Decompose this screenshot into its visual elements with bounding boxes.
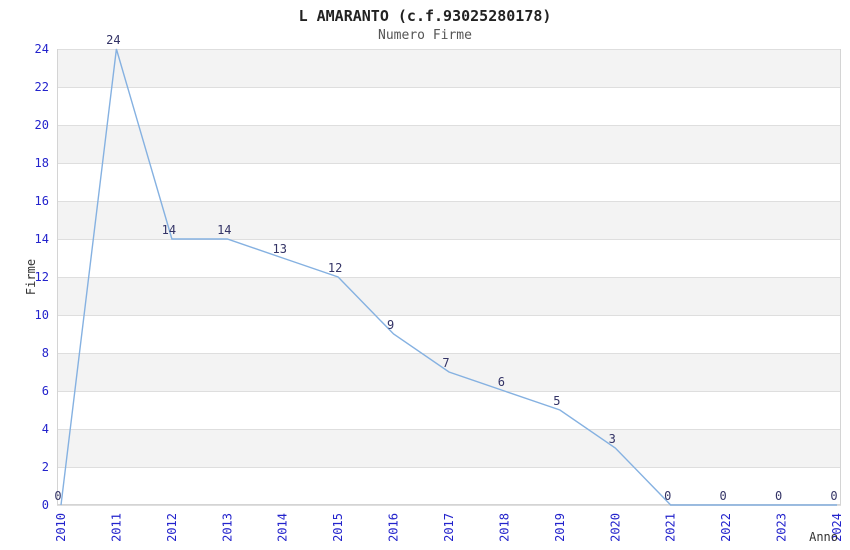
x-tick-label: 2022	[719, 513, 733, 542]
y-tick-label: 22	[35, 80, 49, 94]
x-tick-label: 2015	[331, 513, 345, 542]
data-line	[60, 48, 837, 506]
y-axis-title: Firme	[24, 258, 38, 296]
y-tick-label: 4	[42, 422, 49, 436]
x-tick-label: 2013	[220, 513, 234, 542]
y-tick-label: 18	[35, 156, 49, 170]
plot-band	[57, 277, 841, 315]
y-tick-label: 12	[35, 270, 49, 284]
data-series	[60, 48, 837, 506]
data-point-label: 7	[442, 356, 449, 370]
x-tick-label: 2012	[165, 513, 179, 542]
data-point-label: 0	[719, 489, 726, 503]
y-tick-label: 16	[35, 194, 49, 208]
x-tick-labels: 2010 2011 2012 2013 2014 2015 2016 2017 2018 2019…	[54, 513, 844, 542]
data-point-label: 9	[387, 318, 394, 332]
data-point-label: 14	[162, 223, 176, 237]
y-tick-label: 2	[42, 460, 49, 474]
data-point-label: 3	[609, 432, 616, 446]
y-tick-label: 8	[42, 346, 49, 360]
data-point-label: 14	[217, 223, 231, 237]
x-axis-title: Anno	[809, 530, 838, 544]
x-tick-label: 2018	[497, 513, 511, 542]
y-tick-label: 0	[42, 498, 49, 512]
x-tick-label: 2024	[830, 513, 844, 542]
x-tick-label: 2010	[54, 513, 68, 542]
y-tick-label: 6	[42, 384, 49, 398]
data-point-label: 0	[775, 489, 782, 503]
plot-bands	[57, 49, 841, 467]
x-tick-label: 2023	[775, 513, 789, 542]
x-tick-label: 2014	[276, 513, 290, 542]
data-point-label: 24	[106, 33, 120, 47]
x-tick-label: 2016	[387, 513, 401, 542]
y-tick-label: 14	[35, 232, 49, 246]
plot-band	[57, 49, 841, 87]
data-point-label: 0	[830, 489, 837, 503]
data-point-label: 0	[54, 489, 61, 503]
x-tick-label: 2011	[109, 513, 123, 542]
chart-subtitle: Numero Firme	[378, 28, 472, 43]
x-tick-label: 2019	[553, 513, 567, 542]
data-point-label: 0	[664, 489, 671, 503]
data-point-labels: 0 24 14 14 13 12 9 7 6 5 3 0 0 0 0	[54, 33, 837, 503]
plot-band	[57, 125, 841, 163]
x-tick-label: 2020	[608, 513, 622, 542]
y-tick-label: 20	[35, 118, 49, 132]
data-point-label: 13	[272, 242, 286, 256]
x-tick-label: 2021	[664, 513, 678, 542]
data-point-label: 5	[553, 394, 560, 408]
data-point-label: 12	[328, 261, 342, 275]
plot-band	[57, 201, 841, 239]
x-tick-label: 2017	[442, 513, 456, 542]
y-tick-label: 24	[35, 42, 49, 56]
data-point-label: 6	[498, 375, 505, 389]
y-tick-label: 10	[35, 308, 49, 322]
chart-title: L AMARANTO (c.f.93025280178)	[298, 7, 552, 25]
plot-band	[57, 429, 841, 467]
